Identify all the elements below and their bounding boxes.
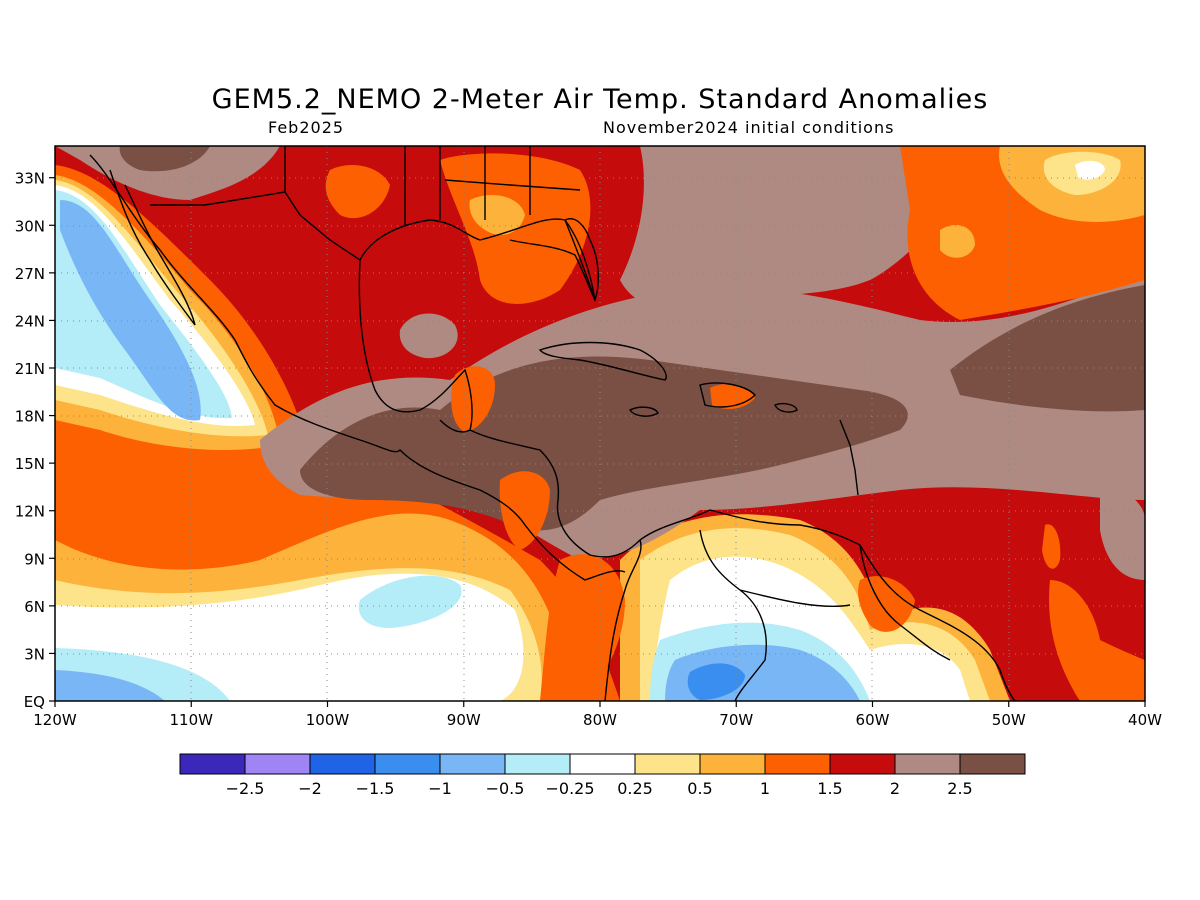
y-tick-label: 9N xyxy=(24,550,45,568)
x-tick-label: 80W xyxy=(583,711,617,729)
field-se-lightorange xyxy=(469,195,525,235)
axes: 120W 110W 100W 90W 80W 70W 60W 50W 40W EQ 3N 6N 9N 12… xyxy=(15,170,1162,729)
field-ca-orange xyxy=(499,471,550,550)
y-tick-label: 15N xyxy=(15,455,45,473)
x-tick-label: 100W xyxy=(306,711,350,729)
colorbar-swatch xyxy=(764,753,831,775)
colorbar-label: 1 xyxy=(760,779,770,798)
colorbar-swatch xyxy=(309,753,376,775)
y-tick-label: 6N xyxy=(24,598,45,616)
map-title: GEM5.2_NEMO 2-Meter Air Temp. Standard A… xyxy=(211,84,989,115)
field-ne-patch xyxy=(940,225,975,258)
x-tick-label: 110W xyxy=(170,711,214,729)
colorbar-swatch xyxy=(894,753,961,775)
coastline-baja xyxy=(109,169,196,326)
y-tick-label: 18N xyxy=(15,408,45,426)
x-tick-label: 90W xyxy=(447,711,481,729)
coastline-hispaniola xyxy=(699,382,756,408)
coastline-jamaica xyxy=(628,406,659,417)
field-sa-darkblue xyxy=(687,663,745,700)
field-gulf-lightbrown xyxy=(399,313,458,359)
colorbar-swatch xyxy=(504,753,571,775)
colorbar-swatch xyxy=(374,753,441,775)
y-tick-label: 21N xyxy=(15,360,45,378)
field-nw-brown xyxy=(119,146,210,172)
colorbar-label: −1.5 xyxy=(356,779,395,798)
colorbar-label: −2 xyxy=(298,779,322,798)
x-tick-label: 70W xyxy=(719,711,753,729)
field-yucatan-orange xyxy=(451,366,495,432)
x-tick-label: 50W xyxy=(992,711,1026,729)
field-colombia-orange xyxy=(540,554,625,701)
coastline-cuba xyxy=(538,341,667,381)
field-baja-blue xyxy=(60,200,201,421)
colorbar-swatch xyxy=(959,753,1026,775)
grid-lines xyxy=(55,146,1145,701)
colorbar-label: 2 xyxy=(890,779,900,798)
colorbar-label: 0.25 xyxy=(617,779,653,798)
x-tick-label: 40W xyxy=(1128,711,1162,729)
colorbar-swatch xyxy=(634,753,701,775)
field-north-lightbrown xyxy=(620,146,1000,313)
y-tick-label: 27N xyxy=(15,265,45,283)
y-tick-label: 12N xyxy=(15,503,45,521)
colorbar-label: 2.5 xyxy=(947,779,972,798)
x-tick-label: 60W xyxy=(856,711,890,729)
y-tick-label: 30N xyxy=(15,217,45,235)
colorbar-label: 0.5 xyxy=(687,779,712,798)
anomaly-field xyxy=(55,146,1145,701)
coastlines xyxy=(89,146,1016,701)
colorbar-label: 1.5 xyxy=(817,779,842,798)
field-eq-blue xyxy=(55,670,165,701)
border-south-america xyxy=(699,529,951,701)
colorbar-label: −2.5 xyxy=(226,779,265,798)
field-caribbean-brown xyxy=(300,356,908,531)
x-tick-label: 120W xyxy=(33,711,77,729)
colorbar-label: −0.25 xyxy=(545,779,594,798)
y-tick-label: 3N xyxy=(24,645,45,663)
coastline-florida xyxy=(564,218,599,303)
coastline-sa-pacific xyxy=(604,589,626,701)
colorbar-label: −1 xyxy=(428,779,452,798)
colorbar-swatch xyxy=(439,753,506,775)
colorbar-swatch xyxy=(179,753,246,775)
field-east-lightbrown xyxy=(1100,470,1145,580)
valid-month-label: Feb2025 xyxy=(268,118,345,137)
y-tick-label: EQ xyxy=(24,693,45,711)
colorbar-swatch xyxy=(569,753,636,775)
coastline-puerto-rico xyxy=(774,402,798,413)
y-tick-label: 24N xyxy=(15,312,45,330)
field-atlantic-brown xyxy=(950,285,1145,412)
colorbar-swatch xyxy=(244,753,311,775)
field-east-orange2 xyxy=(1042,524,1061,569)
init-conditions-label: November2024 initial conditions xyxy=(603,118,895,137)
field-pacific-lightblue xyxy=(358,575,462,628)
colorbar-label: −0.5 xyxy=(486,779,525,798)
colorbar: −2.5 −2 −1.5 −1 −0.5 −0.25 0.25 0.5 1 1.5 2 2.5 xyxy=(179,753,1026,798)
coastline-pacific xyxy=(89,154,626,581)
field-nw-lightbrown xyxy=(55,146,280,200)
border-us-mexico xyxy=(150,191,361,261)
colorbar-swatch xyxy=(829,753,896,775)
colorbar-swatch xyxy=(699,753,766,775)
y-tick-label: 33N xyxy=(15,170,45,188)
border-us-states xyxy=(284,146,581,225)
field-ne-white xyxy=(1075,160,1105,180)
coastline-antilles xyxy=(839,419,859,496)
field-atlantic-eq-orange xyxy=(1049,580,1145,701)
coastline-central-america xyxy=(469,429,642,591)
